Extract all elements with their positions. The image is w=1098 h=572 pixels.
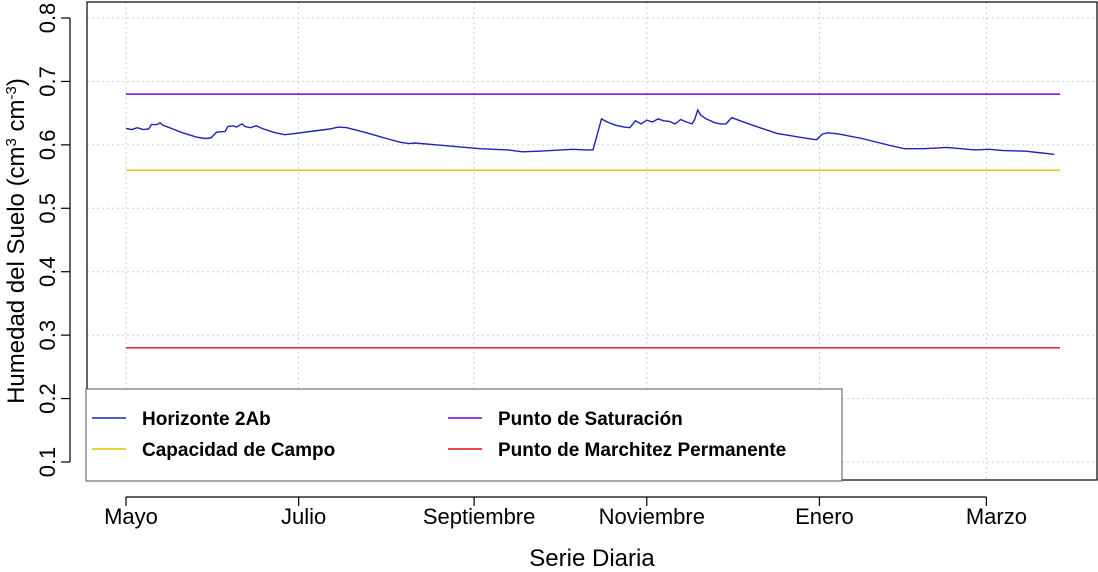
y-tick-label-6: 0.7 (35, 66, 60, 97)
series-lines (125, 93, 1060, 349)
legend: Horizonte 2Ab Punto de Saturación Capacida… (85, 388, 843, 482)
y-tick-label-3: 0.4 (35, 256, 60, 287)
legend-label-3: Punto de Marchitez Permanente (498, 440, 786, 461)
y-tick-label-4: 0.5 (35, 193, 60, 224)
legend-label-2: Capacidad de Campo (142, 440, 335, 461)
x-tick-label-3: Noviembre (599, 504, 705, 529)
legend-box (85, 388, 843, 482)
x-tick-label-2: Septiembre (423, 504, 536, 529)
y-tick-label-5: 0.6 (35, 130, 60, 161)
y-tick-label-1: 0.2 (35, 383, 60, 414)
y-tick-label-0: 0.1 (35, 447, 60, 478)
y-axis: 0.1 0.2 0.3 0.4 0.5 0.6 0.7 0.8 (35, 3, 71, 478)
legend-label-1: Punto de Saturación (498, 409, 683, 430)
y-tick-label-7: 0.8 (35, 3, 60, 34)
y-axis-title: Humedad del Suelo (cm3 cm-3) (3, 78, 31, 404)
x-axis-title: Serie Diaria (529, 545, 655, 572)
x-tick-label-4: Enero (795, 504, 854, 529)
x-tick-label-1: Julio (281, 504, 326, 529)
legend-label-0: Horizonte 2Ab (142, 409, 271, 430)
x-tick-label-5: Marzo (966, 504, 1027, 529)
series-line-horizonte-2ab (125, 108, 1055, 156)
x-axis: Mayo Julio Septiembre Noviembre Enero Marzo (104, 496, 1027, 529)
x-tick-label-0: Mayo (104, 504, 158, 529)
y-tick-label-2: 0.3 (35, 320, 60, 351)
